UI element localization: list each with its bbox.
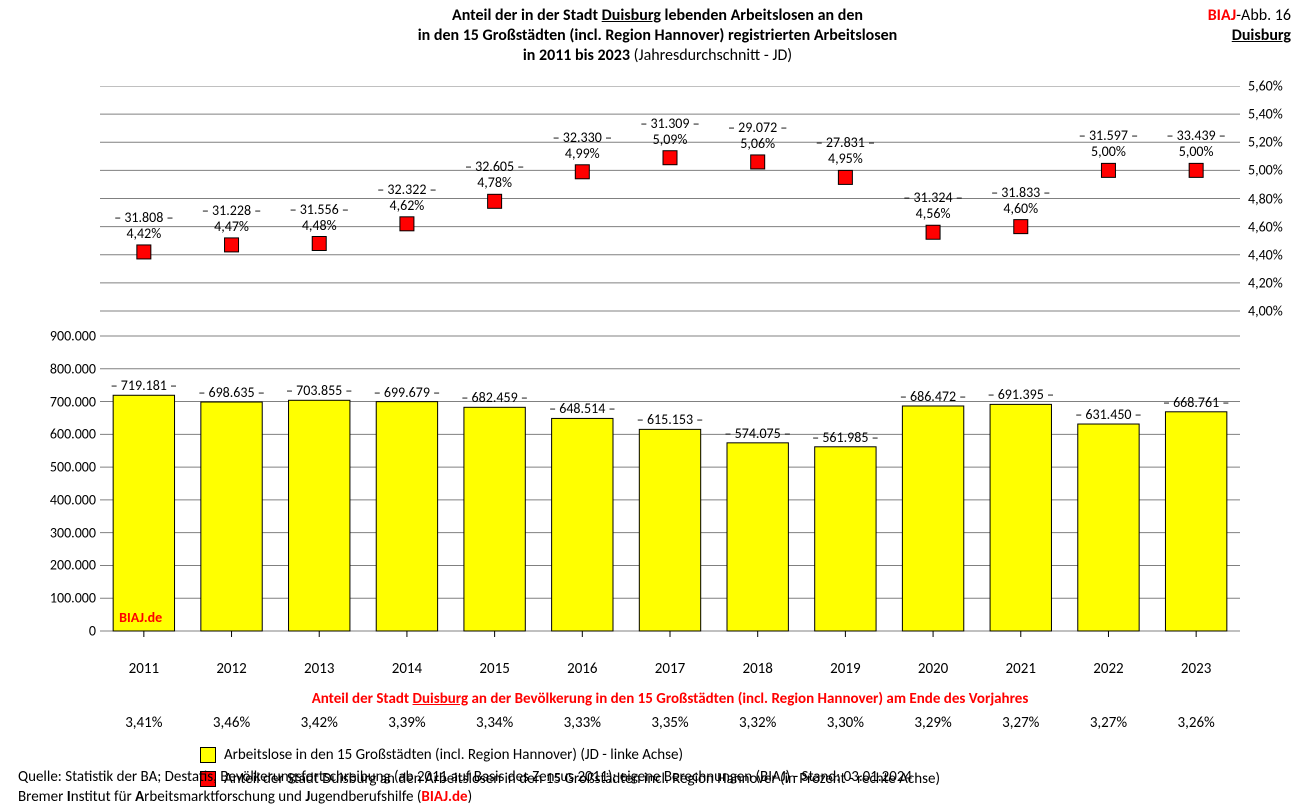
marker-label: – 31.808 –4,42% [114, 210, 173, 242]
right-axis-tick: 5,60% [1248, 78, 1283, 95]
bar-label: – 691.395 – [988, 386, 1054, 403]
bar-label: – 699.679 – [374, 384, 440, 401]
marker-label: – 27.831 –4,95% [816, 135, 875, 167]
x-axis-year: 2012 [216, 660, 246, 678]
marker-label: – 31.833 –4,60% [991, 185, 1050, 217]
right-axis-tick: 4,00% [1248, 303, 1283, 320]
x-axis-year: 2016 [567, 660, 597, 678]
x-axis-year: 2019 [830, 660, 860, 678]
right-axis-tick: 5,40% [1248, 106, 1283, 123]
watermark: BIAJ.de [119, 609, 162, 626]
population-share-value: 3,41% [125, 714, 162, 732]
right-axis-tick: 4,20% [1248, 274, 1283, 291]
population-share-value: 3,29% [914, 714, 951, 732]
right-axis-tick: 4,40% [1248, 246, 1283, 263]
source-line: Quelle: Statistik der BA; Destatis, Bevö… [18, 768, 912, 786]
population-share-value: 3,33% [564, 714, 601, 732]
left-axis-tick: 600.000 [50, 426, 96, 443]
x-axis-year: 2015 [479, 660, 509, 678]
left-axis-tick: 500.000 [50, 459, 96, 476]
bar-label: – 648.514 – [549, 400, 615, 417]
right-axis-tick: 5,20% [1248, 134, 1283, 151]
bar-label: – 574.075 – [724, 425, 790, 442]
bar-label: – 719.181 – [111, 377, 177, 394]
left-axis-tick: 900.000 [50, 328, 96, 345]
population-share-value: 3,26% [1178, 714, 1215, 732]
marker-label: – 31.309 –5,09% [640, 116, 699, 148]
population-share-value: 3,27% [1090, 714, 1127, 732]
right-axis-tick: 4,80% [1248, 190, 1283, 207]
marker-label: – 31.597 –5,00% [1079, 128, 1138, 160]
population-share-value: 3,34% [476, 714, 513, 732]
right-axis-tick: 5,00% [1248, 162, 1283, 179]
left-axis-tick: 100.000 [50, 590, 96, 607]
population-share-heading: Anteil der Stadt Duisburg an der Bevölke… [100, 690, 1240, 708]
population-share-value: 3,32% [739, 714, 776, 732]
left-axis-tick: 0 [89, 623, 96, 640]
marker-label: – 33.439 –5,00% [1166, 128, 1225, 160]
left-axis-tick: 800.000 [50, 360, 96, 377]
plot-area: – 31.808 –4,42% – 31.228 –4,47% – 31.556 –… [100, 86, 1240, 646]
marker-label: – 31.324 –4,56% [903, 190, 962, 222]
x-axis-year: 2013 [304, 660, 334, 678]
bar-label: – 631.450 – [1075, 406, 1141, 423]
marker-label: – 32.605 –4,78% [465, 159, 524, 191]
bar-label: – 615.153 – [637, 411, 703, 428]
legend-swatch-bars [200, 747, 216, 763]
population-share-value: 3,30% [827, 714, 864, 732]
marker-label: – 29.072 –5,06% [728, 120, 787, 152]
bar-label: – 561.985 – [812, 429, 878, 446]
left-axis-tick: 400.000 [50, 491, 96, 508]
bar-label: – 668.761 – [1163, 394, 1229, 411]
left-axis-tick: 700.000 [50, 393, 96, 410]
figure-number: BIAJ-Abb. 16 Duisburg [1208, 6, 1291, 46]
left-axis-tick: 300.000 [50, 524, 96, 541]
population-share-row: 3,41% 3,46% 3,42% 3,39% 3,34% 3,33% 3,35% 3,32%… [100, 714, 1240, 736]
population-share-value: 3,39% [388, 714, 425, 732]
marker-label: – 31.556 –4,48% [290, 202, 349, 234]
x-axis-year: 2022 [1093, 660, 1123, 678]
x-axis-year: 2017 [655, 660, 685, 678]
bar-label: – 682.459 – [461, 389, 527, 406]
right-axis-tick: 4,60% [1248, 218, 1283, 235]
x-axis-year: 2021 [1006, 660, 1036, 678]
x-axis-labels: 2011 2012 2013 2014 2015 2016 2017 2018 2019 2020… [100, 660, 1240, 684]
population-share-value: 3,35% [651, 714, 688, 732]
marker-label: – 32.330 –4,99% [553, 130, 612, 162]
left-axis-tick: 200.000 [50, 557, 96, 574]
chart-svg [100, 86, 1240, 646]
bar-label: – 703.855 – [286, 382, 352, 399]
bar-label: – 686.472 – [900, 388, 966, 405]
chart-title: Anteil der in der Stadt Duisburg lebende… [0, 6, 1315, 66]
x-axis-year: 2018 [742, 660, 772, 678]
marker-label: – 32.322 –4,62% [377, 182, 436, 214]
population-share-value: 3,46% [213, 714, 250, 732]
institute-line: Bremer Institut für Arbeitsmarktforschun… [18, 788, 472, 806]
x-axis-year: 2014 [392, 660, 422, 678]
x-axis-year: 2020 [918, 660, 948, 678]
x-axis-year: 2023 [1181, 660, 1211, 678]
marker-label: – 31.228 –4,47% [202, 203, 261, 235]
population-share-value: 3,42% [301, 714, 338, 732]
population-share-value: 3,27% [1002, 714, 1039, 732]
legend-label-bars: Arbeitslose in den 15 Großstädten (incl.… [224, 744, 683, 766]
x-axis-year: 2011 [129, 660, 159, 678]
chart-page: Anteil der in der Stadt Duisburg lebende… [0, 0, 1315, 808]
bar-label: – 698.635 – [198, 384, 264, 401]
